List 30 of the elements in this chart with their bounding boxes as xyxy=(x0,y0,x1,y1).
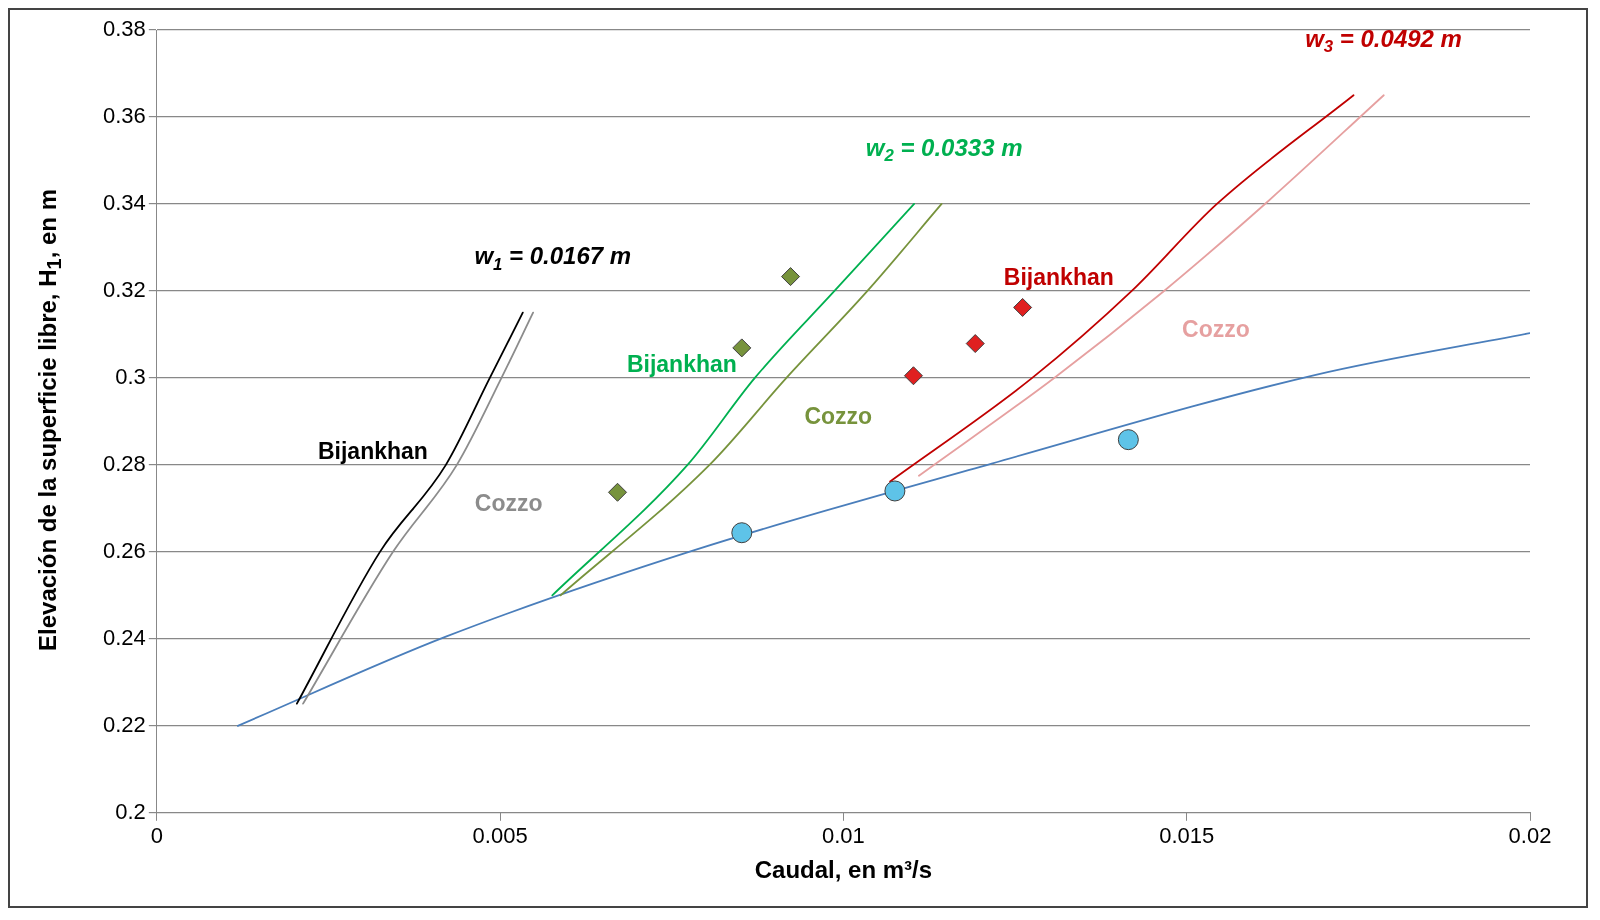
y-tick-label: 0.3 xyxy=(115,363,146,389)
y-tick-label: 0.32 xyxy=(102,277,146,302)
series-label: Cozzo xyxy=(474,490,543,517)
y-tick-label: 0.36 xyxy=(102,103,146,129)
series-label: Bijankhan xyxy=(626,351,737,378)
series-label: Cozzo xyxy=(1182,316,1250,343)
y-tick-label: 0.24 xyxy=(102,624,146,650)
point xyxy=(965,334,985,354)
x-tick-label: 0.005 xyxy=(472,823,528,849)
point xyxy=(884,480,906,502)
y-tick-label: 0.26 xyxy=(102,537,146,563)
point xyxy=(1117,429,1139,451)
x-tick-label: 0.01 xyxy=(822,823,865,849)
point xyxy=(608,482,628,502)
x-axis-title: Caudal, en m³/s xyxy=(754,856,933,884)
point xyxy=(781,267,801,287)
series-label: Bijankhan xyxy=(317,438,428,465)
y-tick-label: 0.34 xyxy=(102,190,146,216)
x-tick-label: 0.02 xyxy=(1508,823,1552,849)
point xyxy=(1013,297,1033,317)
series-label: Cozzo xyxy=(804,403,873,430)
y-tick-label: 0.2 xyxy=(115,798,146,824)
y-tick-label: 0.38 xyxy=(102,16,146,42)
y-tick-label: 0.22 xyxy=(102,711,146,737)
point xyxy=(903,366,923,386)
series-label: Bijankhan xyxy=(1003,264,1114,291)
x-tick-label: 0 xyxy=(150,823,163,849)
point xyxy=(731,522,753,544)
y-tick-label: 0.28 xyxy=(102,450,146,476)
x-tick-label: 0.015 xyxy=(1159,823,1215,849)
